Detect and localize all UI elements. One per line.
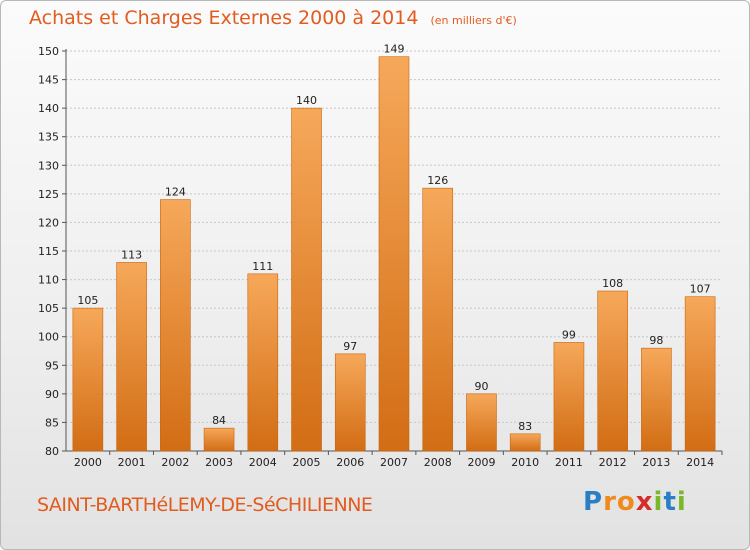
data-label: 90 (474, 380, 488, 393)
bar (509, 433, 541, 452)
x-tick-label: 2005 (293, 456, 321, 469)
logo-letter: o (616, 487, 636, 517)
x-tick-label: 2009 (467, 456, 495, 469)
y-tick-label: 90 (45, 388, 59, 401)
bar (116, 262, 147, 452)
x-tick-label: 2012 (599, 456, 627, 469)
y-tick-label: 105 (38, 302, 59, 315)
y-tick-label: 95 (45, 359, 59, 372)
bar (684, 296, 716, 452)
y-tick-label: 120 (38, 216, 59, 229)
y-tick-label: 145 (38, 74, 59, 87)
logo-letter: P (583, 487, 604, 517)
data-label: 113 (121, 248, 142, 261)
bar (247, 273, 279, 452)
chart-title-text: Achats et Charges Externes 2000 à 2014 (29, 7, 419, 29)
x-tick-label: 2010 (511, 456, 539, 469)
data-label: 126 (427, 174, 448, 187)
bar (466, 393, 497, 452)
chart-title: Achats et Charges Externes 2000 à 2014 (… (29, 7, 517, 29)
commune-name: SAINT-BARTHéLEMY-DE-SéCHILIENNE (37, 494, 373, 516)
data-label: 97 (343, 340, 357, 353)
bar (641, 347, 672, 452)
bar (378, 56, 410, 452)
x-tick-label: 2013 (642, 456, 670, 469)
y-tick-label: 135 (38, 131, 59, 144)
data-label: 83 (518, 420, 532, 433)
bar (422, 187, 454, 452)
y-tick-label: 80 (45, 445, 59, 458)
x-tick-label: 2008 (424, 456, 452, 469)
logo-letter: x (635, 487, 654, 517)
y-tick-label: 100 (38, 331, 59, 344)
bar (160, 199, 191, 452)
bar (334, 353, 366, 452)
data-label: 84 (212, 414, 226, 427)
data-label: 149 (384, 43, 405, 56)
bar (72, 307, 104, 452)
y-tick-label: 125 (38, 188, 59, 201)
x-tick-label: 2001 (118, 456, 146, 469)
x-tick-label: 2011 (555, 456, 583, 469)
data-label: 111 (252, 260, 273, 273)
logo-letter: r (603, 487, 617, 517)
bar (291, 107, 322, 452)
x-tick-label: 2006 (336, 456, 364, 469)
y-tick-label: 115 (38, 245, 59, 258)
bar (597, 290, 628, 452)
logo-letter: i (676, 487, 687, 517)
x-tick-label: 2003 (205, 456, 233, 469)
bar (203, 427, 235, 452)
y-tick-label: 130 (38, 159, 59, 172)
logo-letter: i (653, 487, 664, 517)
proxiti-logo: Proxiti (583, 487, 687, 517)
data-label: 98 (649, 334, 663, 347)
data-label: 105 (77, 294, 98, 307)
x-tick-label: 2000 (74, 456, 102, 469)
data-label: 140 (296, 94, 317, 107)
logo-letter: t (663, 487, 677, 517)
data-label: 124 (165, 186, 186, 199)
data-label: 107 (690, 283, 711, 296)
chart-subtitle: (en milliers d'€) (430, 14, 517, 27)
y-tick-label: 140 (38, 102, 59, 115)
bar (553, 342, 585, 452)
x-tick-label: 2007 (380, 456, 408, 469)
x-tick-label: 2002 (161, 456, 189, 469)
x-tick-label: 2014 (686, 456, 714, 469)
data-label: 99 (562, 328, 576, 341)
y-tick-label: 150 (38, 45, 59, 58)
y-tick-label: 85 (45, 416, 59, 429)
x-tick-label: 2004 (249, 456, 277, 469)
y-tick-label: 110 (38, 274, 59, 287)
data-label: 108 (602, 277, 623, 290)
